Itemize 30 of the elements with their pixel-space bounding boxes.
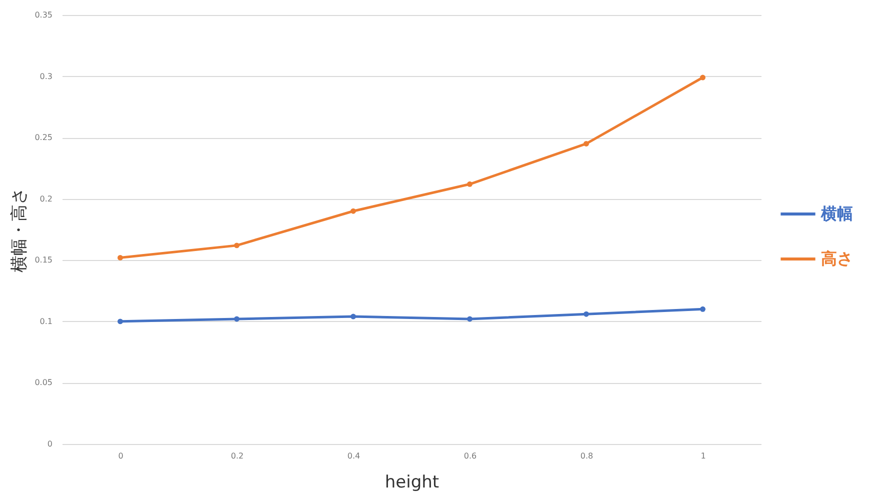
point [467, 316, 472, 322]
y-tick-label: 0.15 [34, 256, 52, 265]
point [700, 74, 706, 80]
point [584, 140, 589, 146]
y-tick-label: 0.3 [40, 72, 52, 81]
y-tick-label: 0.2 [40, 194, 52, 204]
legend-label: 横幅 [820, 204, 853, 223]
y-axis-title: 横幅・高さ [10, 188, 30, 272]
point [467, 181, 472, 187]
y-tick-label: 0.05 [34, 378, 52, 388]
point [350, 314, 356, 320]
y-tick-label: 0.25 [34, 133, 52, 142]
point [350, 208, 356, 214]
x-tick-label: 0.4 [347, 452, 360, 460]
point [118, 318, 123, 324]
point [584, 311, 589, 317]
point [234, 242, 240, 248]
point [700, 306, 706, 312]
y-tick-label: 0.1 [40, 316, 52, 326]
x-axis-title: height [384, 472, 440, 492]
point [118, 254, 123, 260]
x-tick-label: 0.6 [464, 452, 477, 460]
x-tick-label: 0.2 [230, 452, 244, 460]
point [234, 316, 240, 322]
x-tick-label: 0.8 [580, 452, 594, 460]
y-tick-label: 0.35 [34, 10, 52, 20]
y-tick-label: 0 [47, 440, 52, 448]
legend-label: 高さ [821, 249, 853, 268]
x-tick-label: 0 [118, 452, 124, 460]
x-tick-label: 1 [700, 452, 706, 460]
